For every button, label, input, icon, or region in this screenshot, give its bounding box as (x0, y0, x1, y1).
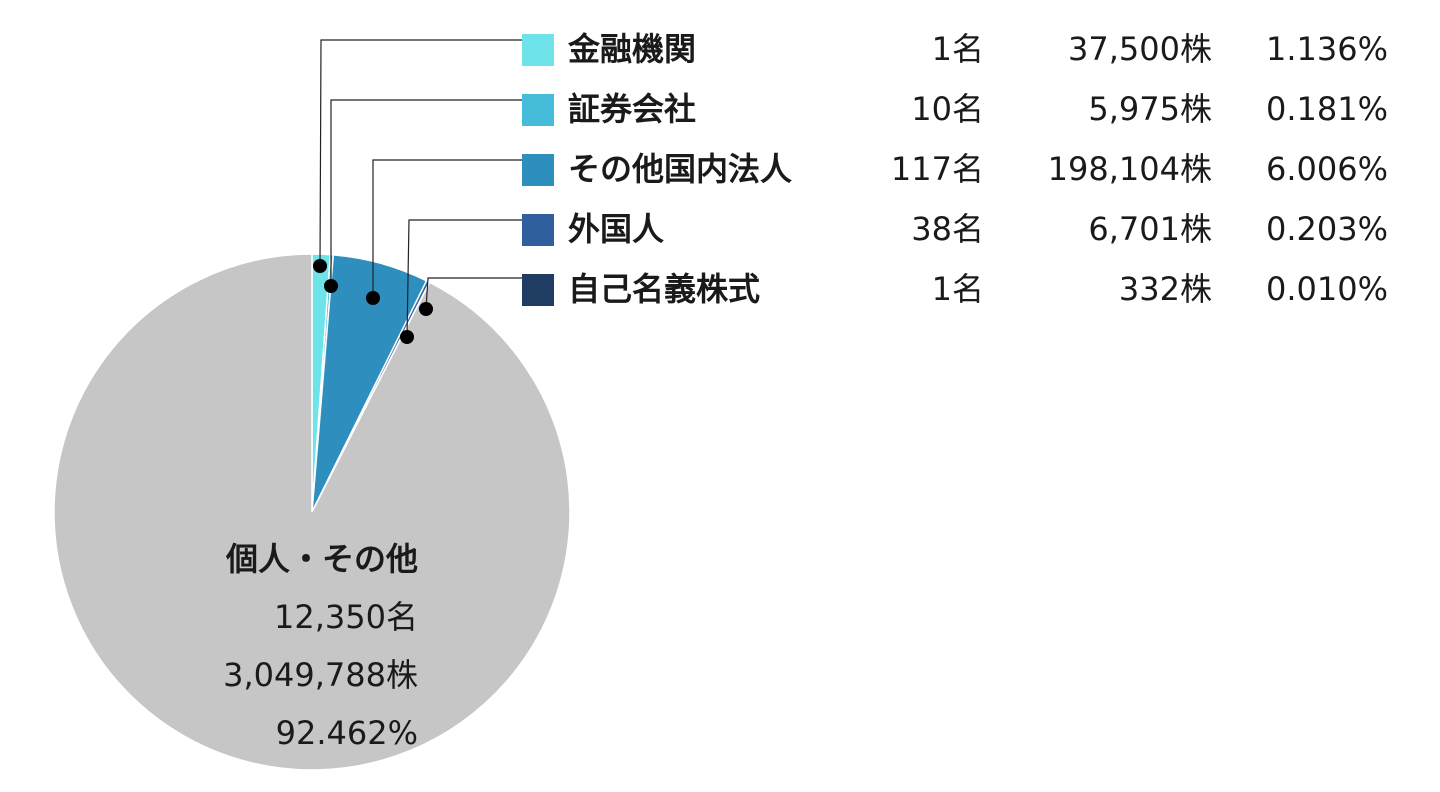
legend-percent: 0.181% (1265, 90, 1388, 128)
main-slice-label: 個人・その他 12,350名 3,049,788株 92.462% (223, 530, 418, 762)
legend-percent: 0.010% (1265, 270, 1388, 308)
legend-swatch (522, 94, 554, 126)
legend-row: 金融機関 1名 37,500株 1.136% (0, 10, 1440, 70)
legend-category: 外国人 (568, 210, 665, 248)
leader-line (330, 99, 522, 286)
legend-holders: 10名 (911, 90, 984, 128)
legend-shares: 6,701株 (1088, 210, 1212, 248)
legend-percent: 0.203% (1265, 210, 1388, 248)
legend-row: その他国内法人 117名 198,104株 6.006% (0, 130, 1440, 190)
legend-row: 自己名義株式 1名 332株 0.010% (0, 250, 1440, 310)
legend-shares: 37,500株 (1068, 30, 1212, 68)
leader-line (425, 277, 522, 310)
legend-holders: 117名 (890, 150, 984, 188)
leader-dot (419, 302, 433, 316)
legend-swatch (522, 214, 554, 246)
legend-percent: 6.006% (1265, 150, 1388, 188)
leader-dot (400, 330, 414, 344)
legend-swatch (522, 274, 554, 306)
legend-category: 自己名義株式 (568, 270, 761, 308)
legend-shares: 332株 (1118, 270, 1212, 308)
leader-dot (366, 291, 380, 305)
legend-holders: 1名 (931, 270, 984, 308)
main-slice-shares: 3,049,788株 (223, 656, 418, 694)
legend-category: 金融機関 (568, 30, 697, 68)
legend-percent: 1.136% (1265, 30, 1388, 68)
pie-slice (53, 253, 571, 771)
main-slice-percent: 92.462% (275, 714, 418, 752)
main-slice-holders: 12,350名 (274, 598, 418, 636)
leader-line (406, 219, 522, 338)
legend-category: その他国内法人 (568, 150, 793, 188)
leader-line (372, 159, 522, 298)
main-slice-name: 個人・その他 (225, 540, 418, 578)
legend-category: 証券会社 (568, 90, 697, 128)
leader-dot (313, 259, 327, 273)
legend-holders: 38名 (911, 210, 984, 248)
legend-shares: 198,104株 (1047, 150, 1212, 188)
legend-row: 外国人 38名 6,701株 0.203% (0, 190, 1440, 250)
legend-holders: 1名 (931, 30, 984, 68)
leader-line (319, 39, 522, 267)
legend-swatch (522, 34, 554, 66)
leader-dot (324, 279, 338, 293)
legend-swatch (522, 154, 554, 186)
legend-shares: 5,975株 (1088, 90, 1212, 128)
legend-row: 証券会社 10名 5,975株 0.181% (0, 70, 1440, 130)
